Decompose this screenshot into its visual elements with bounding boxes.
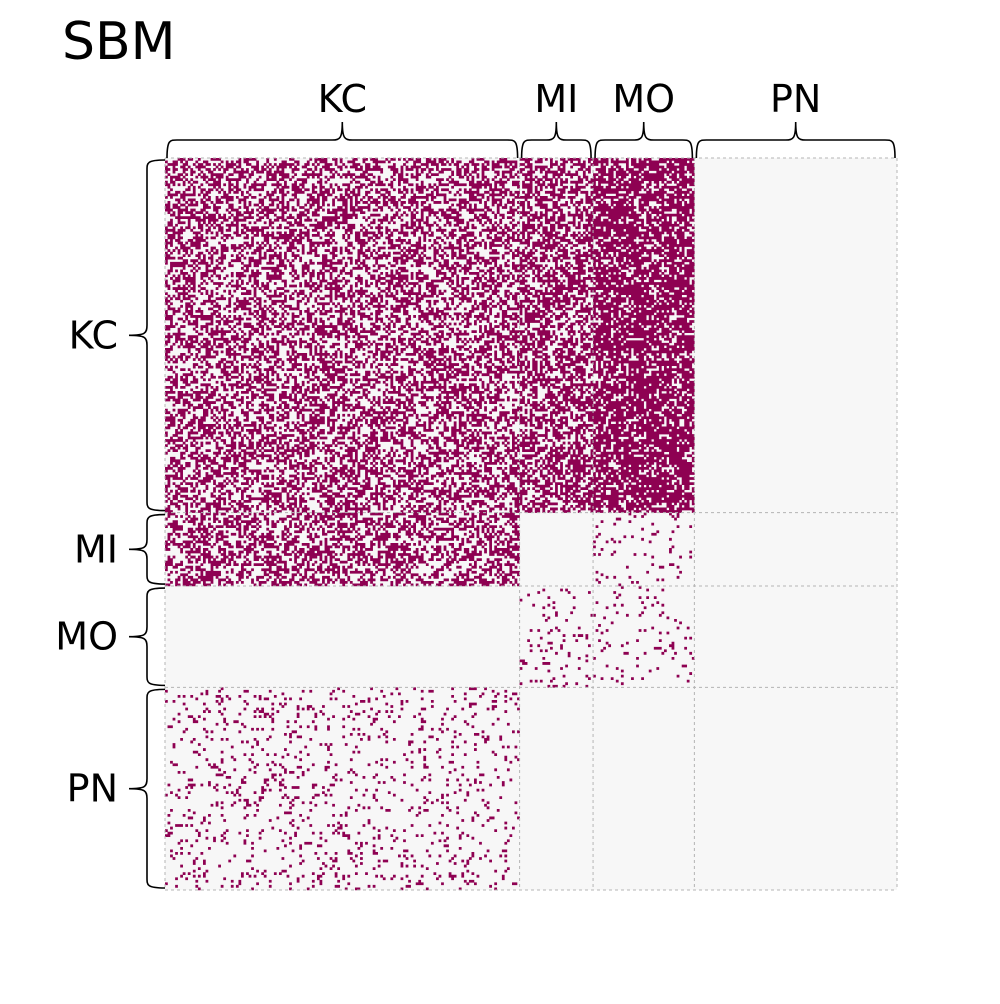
top-brace-kc [166, 121, 519, 159]
left-brace-mi [128, 513, 166, 585]
adjacency-cells [165, 158, 695, 891]
edge-block-pn-kc [165, 687, 520, 891]
block-braces [128, 121, 896, 889]
top-brace-mi [520, 121, 592, 159]
edge-block-kc-mo [593, 158, 695, 513]
top-brace-pn [695, 121, 896, 159]
left-label-mo: MO [55, 615, 118, 659]
left-brace-kc [128, 159, 166, 512]
matrix-background [165, 158, 897, 890]
edge-block-kc-mi [519, 158, 594, 513]
block-grid [164, 157, 898, 891]
top-brace-mo [594, 121, 694, 159]
edge-block-kc-kc [165, 158, 520, 513]
left-label-kc: KC [69, 313, 118, 357]
matrix-bg [165, 158, 897, 890]
left-brace-mo [128, 587, 166, 687]
left-label-mi: MI [74, 527, 118, 571]
top-label-pn: PN [770, 77, 821, 121]
left-label-pn: PN [67, 767, 118, 811]
chart-title: SBM [62, 12, 176, 72]
block-labels: KC MI MO PN KC MI MO PN [55, 77, 821, 811]
edge-block-mi-kc [165, 512, 520, 587]
top-label-mi: MI [534, 77, 578, 121]
top-label-mo: MO [612, 77, 675, 121]
left-brace-pn [128, 688, 166, 889]
top-label-kc: KC [318, 77, 367, 121]
